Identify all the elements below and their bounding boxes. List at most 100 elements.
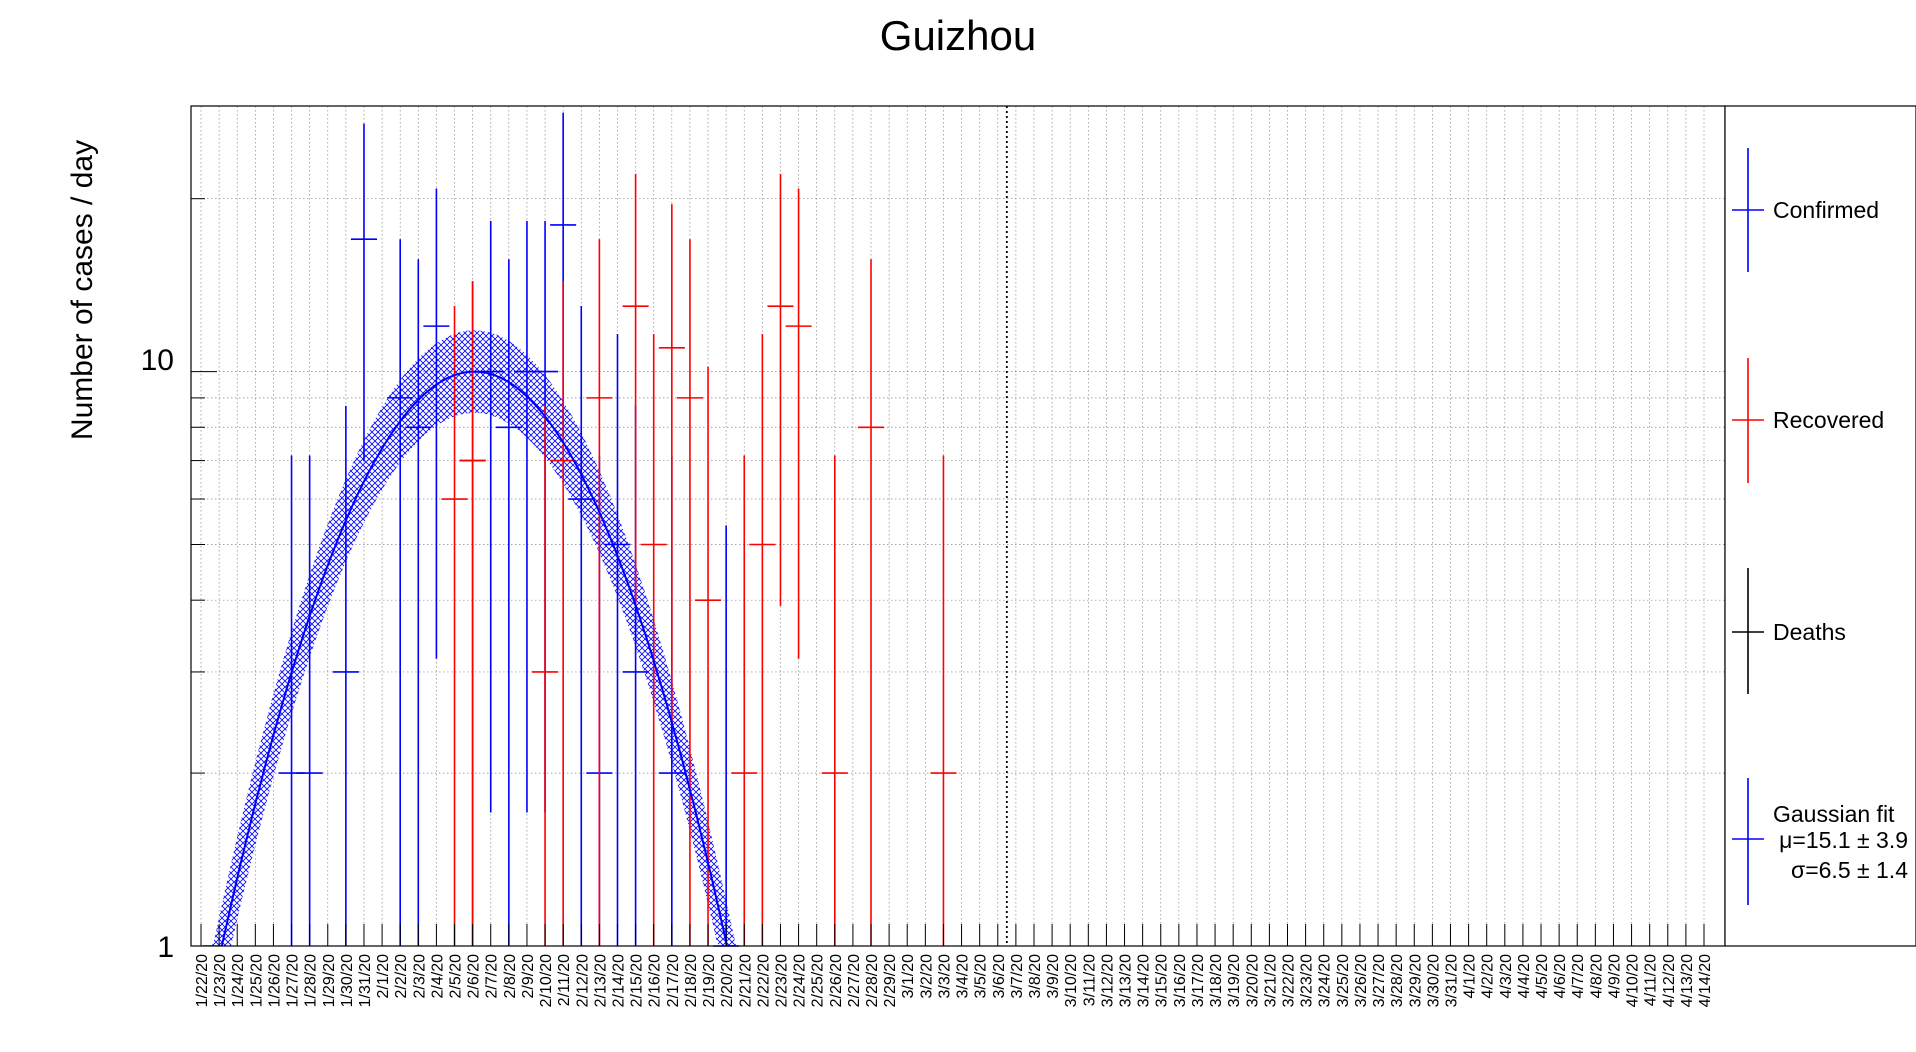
- x-tick-label: 2/8/20: [502, 954, 519, 999]
- legend-fit-sigma: σ=6.5 ± 1.4: [1791, 857, 1908, 883]
- x-tick-label: 3/28/20: [1389, 954, 1406, 1007]
- x-tick-label: 1/31/20: [357, 954, 374, 1007]
- y-tick-label: 1: [157, 931, 174, 964]
- x-tick-label: 2/24/20: [792, 954, 809, 1007]
- legend-recovered-label: Recovered: [1773, 407, 1884, 433]
- x-tick-label: 2/16/20: [647, 954, 664, 1007]
- x-tick-label: 2/29/20: [882, 954, 899, 1007]
- x-tick-label: 2/22/20: [755, 954, 772, 1007]
- x-tick-label: 3/10/20: [1063, 954, 1080, 1007]
- x-tick-label: 2/23/20: [774, 954, 791, 1007]
- x-tick-label: 2/6/20: [466, 954, 483, 999]
- x-tick-label: 4/3/20: [1498, 954, 1515, 999]
- x-tick-label: 2/10/20: [538, 954, 555, 1007]
- x-tick-label: 1/22/20: [194, 954, 211, 1007]
- x-tick-label: 3/19/20: [1226, 954, 1243, 1007]
- x-tick-label: 3/11/20: [1081, 954, 1098, 1006]
- x-tick-label: 2/5/20: [448, 954, 465, 999]
- x-tick-label: 4/12/20: [1661, 954, 1678, 1007]
- x-tick-label: 4/8/20: [1588, 954, 1605, 999]
- x-tick-label: 3/6/20: [991, 954, 1008, 999]
- y-tick-label: 10: [141, 344, 174, 377]
- x-tick-label: 1/29/20: [321, 954, 338, 1007]
- x-tick-label: 3/21/20: [1262, 954, 1279, 1007]
- x-tick-label: 4/11/20: [1643, 954, 1660, 1006]
- x-tick-label: 3/4/20: [955, 954, 972, 999]
- fit-band: [206, 330, 788, 946]
- x-tick-label: 2/2/20: [393, 954, 410, 999]
- x-tick-label: 3/27/20: [1371, 954, 1388, 1007]
- x-tick-label: 2/11/20: [556, 954, 573, 1006]
- x-tick-label: 4/5/20: [1534, 954, 1551, 999]
- x-tick-label: 2/7/20: [484, 954, 501, 999]
- x-tick-label: 4/6/20: [1552, 954, 1569, 999]
- x-tick-label: 3/12/20: [1099, 954, 1116, 1007]
- x-tick-label: 3/16/20: [1172, 954, 1189, 1007]
- x-tick-label: 2/4/20: [429, 954, 446, 999]
- x-tick-label: 1/26/20: [266, 954, 283, 1007]
- x-tick-label: 4/10/20: [1625, 954, 1642, 1007]
- x-tick-label: 2/28/20: [864, 954, 881, 1007]
- chart-title: Guizhou: [880, 12, 1036, 59]
- x-tick-label: 4/13/20: [1679, 954, 1696, 1007]
- x-tick-label: 2/27/20: [846, 954, 863, 1007]
- x-tick-label: 3/15/20: [1154, 954, 1171, 1007]
- x-tick-label: 3/26/20: [1353, 954, 1370, 1007]
- x-tick-label: 3/22/20: [1281, 954, 1298, 1007]
- legend-box: [1724, 105, 1916, 947]
- x-tick-label: 2/19/20: [701, 954, 718, 1007]
- x-tick-label: 3/5/20: [973, 954, 990, 999]
- legend-confirmed-label: Confirmed: [1773, 197, 1879, 223]
- x-tick-label: 2/14/20: [611, 954, 628, 1007]
- x-tick-label: 3/1/20: [900, 954, 917, 999]
- x-tick-label: 3/2/20: [918, 954, 935, 999]
- x-tick-label: 2/3/20: [411, 954, 428, 999]
- x-tick-label: 3/25/20: [1335, 954, 1352, 1007]
- legend-fit-mu: μ=15.1 ± 3.9: [1779, 827, 1908, 853]
- x-tick-label: 2/26/20: [828, 954, 845, 1007]
- x-tick-label: 2/13/20: [592, 954, 609, 1007]
- x-tick-label: 3/9/20: [1045, 954, 1062, 999]
- x-tick-label: 1/24/20: [230, 954, 247, 1007]
- x-tick-label: 3/8/20: [1027, 954, 1044, 999]
- x-tick-label: 3/20/20: [1244, 954, 1261, 1007]
- x-tick-label: 1/23/20: [212, 954, 229, 1007]
- x-tick-label: 3/17/20: [1190, 954, 1207, 1007]
- x-tick-label: 1/27/20: [285, 954, 302, 1007]
- x-tick-label: 3/7/20: [1009, 954, 1026, 999]
- x-tick-label: 4/14/20: [1697, 954, 1714, 1007]
- axes: [191, 198, 1705, 947]
- x-tick-label: 1/28/20: [303, 954, 320, 1007]
- x-tick-label: 2/20/20: [719, 954, 736, 1007]
- x-tick-labels: 1/22/20 1/23/20 1/24/20 1/25/20 1/26/20 1/27/…: [194, 954, 1714, 1007]
- x-tick-label: 3/29/20: [1407, 954, 1424, 1007]
- x-tick-label: 1/25/20: [248, 954, 265, 1007]
- x-tick-label: 4/2/20: [1480, 954, 1497, 999]
- x-tick-label: 3/14/20: [1136, 954, 1153, 1007]
- plot-frame: [190, 105, 1726, 947]
- x-tick-label: 3/31/20: [1444, 954, 1461, 1007]
- legend: Confirmed Recovered Deaths Gaussian fit …: [1724, 105, 1916, 947]
- x-tick-label: 2/1/20: [375, 954, 392, 999]
- legend-deaths-label: Deaths: [1773, 619, 1846, 645]
- x-tick-label: 3/3/20: [936, 954, 953, 999]
- series-layer: [278, 112, 957, 947]
- x-tick-label: 4/1/20: [1462, 954, 1479, 999]
- x-tick-label: 2/25/20: [810, 954, 827, 1007]
- x-tick-label: 2/17/20: [665, 954, 682, 1007]
- fit-band-area: [206, 330, 788, 946]
- y-axis-label: Number of cases / day: [66, 140, 99, 440]
- x-tick-label: 2/15/20: [629, 954, 646, 1007]
- x-tick-label: 3/24/20: [1317, 954, 1334, 1007]
- x-tick-label: 4/9/20: [1607, 954, 1624, 999]
- x-tick-label: 2/18/20: [683, 954, 700, 1007]
- fit-curve: [202, 370, 736, 946]
- x-tick-label: 2/9/20: [520, 954, 537, 999]
- fit-curve-line: [202, 370, 736, 946]
- x-tick-label: 3/30/20: [1425, 954, 1442, 1007]
- x-tick-label: 4/7/20: [1570, 954, 1587, 999]
- x-tick-label: 3/23/20: [1299, 954, 1316, 1007]
- x-tick-label: 4/4/20: [1516, 954, 1533, 999]
- x-tick-label: 2/21/20: [737, 954, 754, 1007]
